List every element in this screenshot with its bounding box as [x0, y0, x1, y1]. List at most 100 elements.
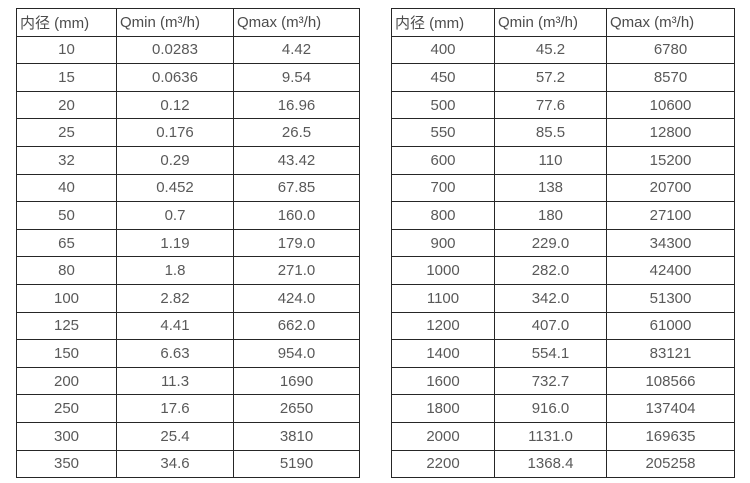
table-cell: 700 — [391, 173, 495, 203]
table-cell: 550 — [391, 118, 495, 147]
table-cell: 10600 — [606, 90, 735, 120]
table-row: 25 0.176 26.5 — [16, 118, 360, 147]
table-cell: 11.3 — [116, 366, 234, 396]
table-row: 400 45.2 6780 — [391, 35, 735, 65]
table-cell: 0.0283 — [116, 35, 234, 65]
table-cell: 100 — [16, 283, 117, 313]
table-cell: 600 — [391, 145, 495, 175]
table-cell: 15 — [16, 63, 117, 92]
table-row: 500 77.6 10600 — [391, 90, 735, 120]
table-row: 300 25.4 3810 — [16, 421, 360, 451]
table-row: 2200 1368.4 205258 — [391, 449, 735, 479]
table-cell: 424.0 — [233, 283, 360, 313]
table-row: 15 0.0636 9.54 — [16, 63, 360, 92]
table-cell: 1100 — [391, 283, 495, 313]
table-cell: 65 — [16, 228, 117, 258]
table-cell: 3810 — [233, 421, 360, 451]
table-row: 1800 916.0 137404 — [391, 394, 735, 423]
table-cell: 342.0 — [494, 283, 607, 313]
table-cell: 400 — [391, 35, 495, 65]
table-cell: 67.85 — [233, 173, 360, 203]
column-header-qmin: Qmin (m³/h) — [494, 8, 607, 37]
table-row: 1200 407.0 61000 — [391, 311, 735, 341]
table-cell: 108566 — [606, 366, 735, 396]
column-header-diameter: 内径 (mm) — [16, 8, 117, 37]
table-cell: 1000 — [391, 256, 495, 285]
table-row: 1100 342.0 51300 — [391, 283, 735, 313]
table-cell: 150 — [16, 339, 117, 368]
table-cell: 200 — [16, 366, 117, 396]
table-cell: 800 — [391, 201, 495, 230]
table-cell: 20 — [16, 90, 117, 120]
table-cell: 138 — [494, 173, 607, 203]
table-cell: 50 — [16, 201, 117, 230]
table-cell: 45.2 — [494, 35, 607, 65]
table-body-left: 10 0.0283 4.42 15 0.0636 9.54 20 0.12 16.96 25 0.1… — [16, 35, 360, 479]
table-cell: 2200 — [391, 449, 495, 479]
table-cell: 1.8 — [116, 256, 234, 285]
table-cell: 20700 — [606, 173, 735, 203]
table-cell: 125 — [16, 311, 117, 341]
table-cell: 0.29 — [116, 145, 234, 175]
table-cell: 954.0 — [233, 339, 360, 368]
table-row: 900 229.0 34300 — [391, 228, 735, 258]
table-cell: 2.82 — [116, 283, 234, 313]
table-cell: 1368.4 — [494, 449, 607, 479]
table-cell: 900 — [391, 228, 495, 258]
table-cell: 350 — [16, 449, 117, 479]
table-cell: 17.6 — [116, 394, 234, 423]
flow-rate-table-left: 内径 (mm) Qmin (m³/h) Qmax (m³/h) 10 0.0283… — [16, 8, 360, 479]
table-cell: 6780 — [606, 35, 735, 65]
table-row: 1400 554.1 83121 — [391, 339, 735, 368]
table-cell: 4.42 — [233, 35, 360, 65]
table-cell: 9.54 — [233, 63, 360, 92]
table-cell: 1690 — [233, 366, 360, 396]
table-cell: 179.0 — [233, 228, 360, 258]
table-row: 200 11.3 1690 — [16, 366, 360, 396]
table-row: 800 180 27100 — [391, 201, 735, 230]
table-cell: 450 — [391, 63, 495, 92]
table-cell: 180 — [494, 201, 607, 230]
table-cell: 0.7 — [116, 201, 234, 230]
table-row: 50 0.7 160.0 — [16, 201, 360, 230]
flow-rate-table-right: 内径 (mm) Qmin (m³/h) Qmax (m³/h) 400 45.2 6… — [391, 8, 735, 479]
table-row: 700 138 20700 — [391, 173, 735, 203]
table-cell: 25 — [16, 118, 117, 147]
table-cell: 300 — [16, 421, 117, 451]
table-cell: 26.5 — [233, 118, 360, 147]
table-row: 20 0.12 16.96 — [16, 90, 360, 120]
table-cell: 5190 — [233, 449, 360, 479]
table-cell: 916.0 — [494, 394, 607, 423]
table-cell: 32 — [16, 145, 117, 175]
table-cell: 34.6 — [116, 449, 234, 479]
table-cell: 2650 — [233, 394, 360, 423]
table-row: 80 1.8 271.0 — [16, 256, 360, 285]
table-row: 450 57.2 8570 — [391, 63, 735, 92]
table-cell: 137404 — [606, 394, 735, 423]
table-cell: 42400 — [606, 256, 735, 285]
table-cell: 271.0 — [233, 256, 360, 285]
table-row: 10 0.0283 4.42 — [16, 35, 360, 65]
table-row: 100 2.82 424.0 — [16, 283, 360, 313]
table-row: 150 6.63 954.0 — [16, 339, 360, 368]
table-cell: 110 — [494, 145, 607, 175]
table-cell: 16.96 — [233, 90, 360, 120]
table-cell: 250 — [16, 394, 117, 423]
column-header-qmax: Qmax (m³/h) — [233, 8, 360, 37]
table-cell: 34300 — [606, 228, 735, 258]
table-cell: 662.0 — [233, 311, 360, 341]
table-cell: 25.4 — [116, 421, 234, 451]
table-cell: 500 — [391, 90, 495, 120]
table-cell: 77.6 — [494, 90, 607, 120]
table-cell: 80 — [16, 256, 117, 285]
table-row: 32 0.29 43.42 — [16, 145, 360, 175]
table-body-right: 400 45.2 6780 450 57.2 8570 500 77.6 10600 550 85.… — [391, 35, 735, 479]
table-cell: 1400 — [391, 339, 495, 368]
table-cell: 57.2 — [494, 63, 607, 92]
table-header-row-left: 内径 (mm) Qmin (m³/h) Qmax (m³/h) — [16, 8, 360, 37]
table-row: 350 34.6 5190 — [16, 449, 360, 479]
table-cell: 1800 — [391, 394, 495, 423]
table-cell: 40 — [16, 173, 117, 203]
table-row: 250 17.6 2650 — [16, 394, 360, 423]
